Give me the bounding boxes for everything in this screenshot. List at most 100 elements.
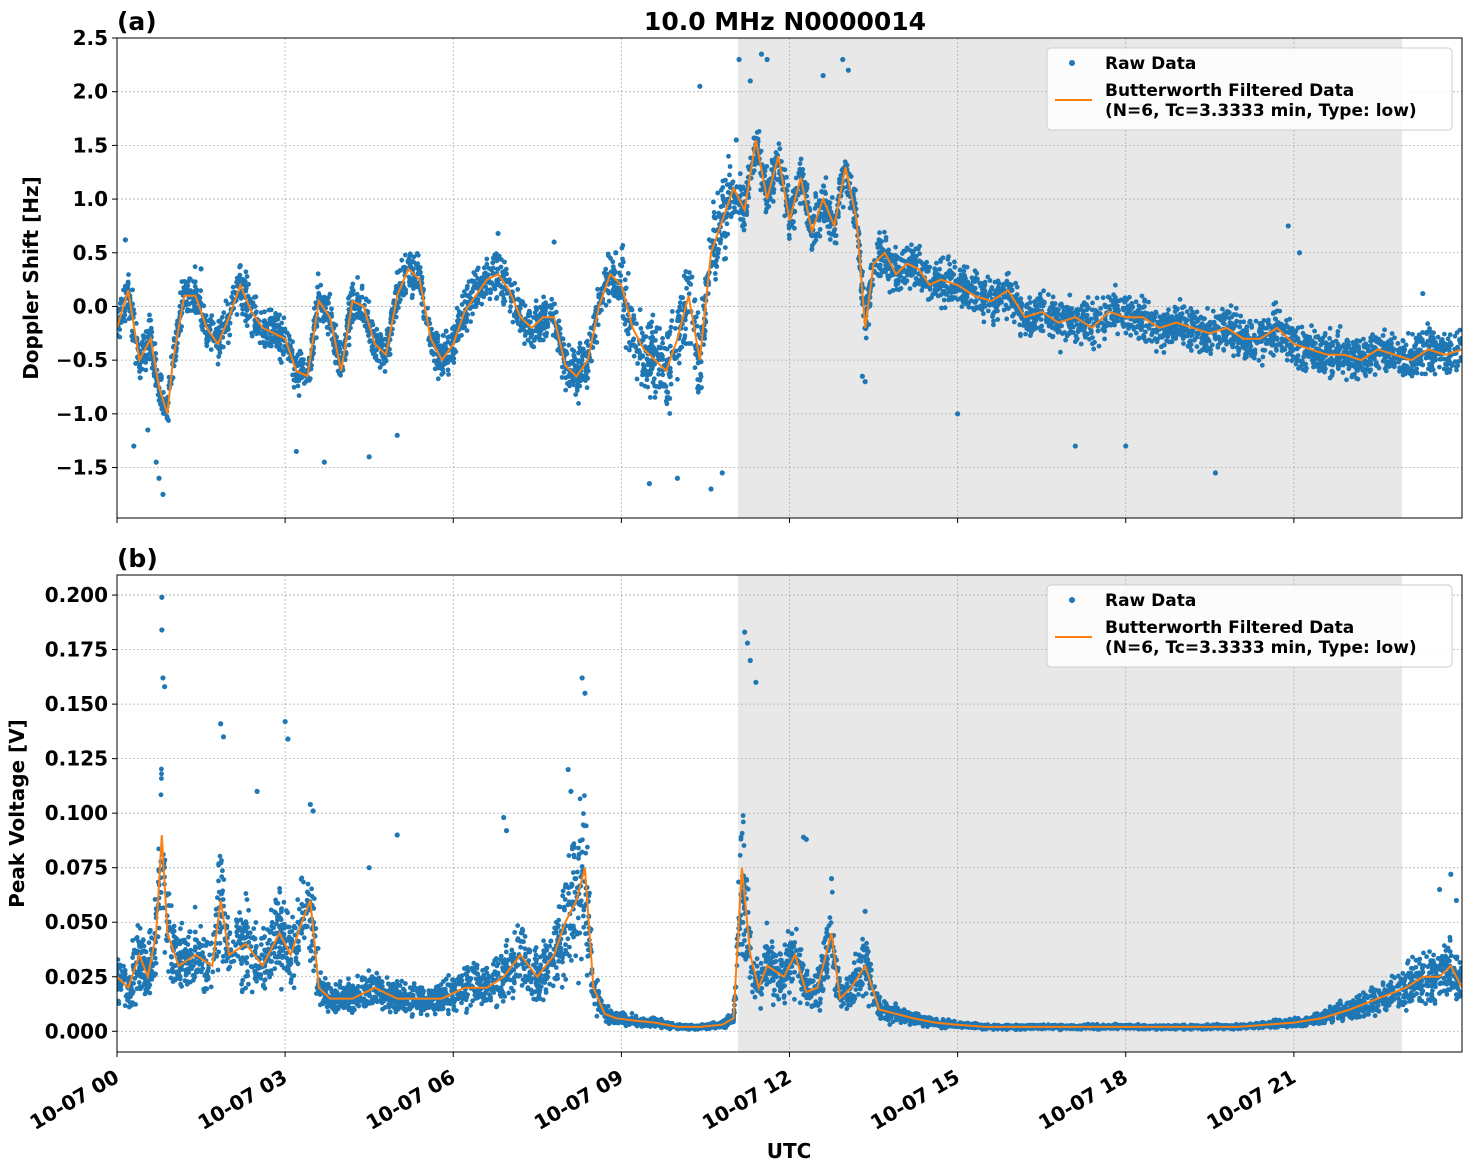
raw-data-point bbox=[1041, 288, 1046, 294]
raw-data-point bbox=[1220, 320, 1226, 326]
raw-data-point bbox=[183, 289, 189, 294]
raw-data-point bbox=[155, 392, 161, 398]
raw-data-point bbox=[515, 287, 521, 292]
raw-data-point bbox=[1050, 302, 1056, 307]
raw-data-point bbox=[1123, 330, 1129, 336]
raw-data-point bbox=[625, 271, 631, 276]
raw-data-point bbox=[997, 297, 1003, 302]
raw-data-point bbox=[1027, 295, 1032, 301]
raw-data-point bbox=[1157, 333, 1163, 339]
raw-data-point bbox=[1069, 306, 1074, 311]
raw-data-point bbox=[692, 314, 698, 320]
raw-data-point bbox=[817, 227, 823, 232]
raw-data-point bbox=[415, 252, 421, 258]
raw-data-point bbox=[243, 269, 249, 275]
raw-data-point bbox=[1368, 343, 1374, 348]
raw-data-point bbox=[832, 226, 838, 232]
raw-data-point bbox=[1225, 331, 1231, 337]
raw-data-point bbox=[1388, 356, 1394, 362]
raw-data-point bbox=[1272, 323, 1277, 328]
raw-data-point bbox=[244, 308, 250, 313]
raw-data-point bbox=[883, 269, 888, 275]
raw-data-point bbox=[451, 350, 457, 356]
raw-data-point bbox=[1427, 326, 1432, 331]
raw-data-point bbox=[797, 161, 803, 167]
raw-data-point bbox=[667, 365, 673, 371]
raw-data-point bbox=[966, 304, 972, 310]
raw-data-point bbox=[675, 376, 680, 382]
raw-data-point bbox=[803, 187, 809, 193]
raw-data-point bbox=[603, 302, 609, 308]
raw-data-point bbox=[1095, 328, 1101, 334]
raw-data-point bbox=[252, 304, 258, 309]
raw-data-point bbox=[237, 277, 243, 282]
raw-data-point bbox=[556, 318, 562, 324]
raw-data-point bbox=[827, 237, 833, 242]
raw-data-point bbox=[693, 351, 698, 357]
raw-data-point bbox=[508, 304, 513, 310]
raw-data-point bbox=[878, 273, 883, 279]
raw-data-point bbox=[1081, 328, 1086, 333]
raw-data-point bbox=[1205, 306, 1210, 311]
raw-data-point bbox=[1400, 338, 1406, 343]
raw-data-point bbox=[198, 300, 204, 306]
raw-data-point bbox=[1423, 371, 1428, 377]
raw-data-point bbox=[811, 240, 817, 246]
raw-data-point bbox=[769, 167, 774, 173]
raw-data-point bbox=[1011, 311, 1017, 317]
raw-data-point bbox=[1361, 367, 1367, 372]
raw-data-point bbox=[630, 337, 636, 343]
raw-data-point bbox=[1234, 312, 1239, 318]
raw-data-point bbox=[660, 336, 665, 341]
raw-data-point bbox=[1417, 335, 1423, 341]
raw-data-point bbox=[208, 316, 213, 322]
raw-data-point bbox=[1351, 342, 1356, 348]
raw-data-point bbox=[1210, 308, 1216, 314]
raw-data-point bbox=[792, 208, 797, 214]
raw-data-point bbox=[1289, 326, 1295, 331]
raw-data-point bbox=[1277, 308, 1283, 314]
raw-data-point bbox=[560, 336, 566, 342]
raw-data-point bbox=[1300, 330, 1306, 336]
raw-data-point bbox=[1091, 346, 1097, 352]
raw-data-point bbox=[1018, 333, 1023, 339]
raw-data-point bbox=[721, 256, 727, 262]
raw-data-point bbox=[519, 301, 525, 307]
raw-data-point bbox=[214, 332, 220, 338]
raw-data-point bbox=[1154, 349, 1159, 354]
raw-data-point bbox=[634, 376, 640, 382]
raw-data-point bbox=[702, 336, 708, 341]
raw-data-point bbox=[947, 261, 953, 267]
raw-data-point bbox=[299, 363, 305, 369]
raw-data-point bbox=[1336, 345, 1342, 351]
raw-data-point bbox=[382, 369, 388, 374]
raw-data-point bbox=[585, 338, 590, 344]
raw-data-point bbox=[507, 308, 513, 314]
raw-data-point bbox=[1346, 361, 1352, 366]
raw-data-point bbox=[1237, 346, 1242, 352]
raw-data-point bbox=[353, 304, 359, 309]
raw-data-point bbox=[1133, 330, 1139, 336]
raw-data-point bbox=[1289, 358, 1295, 364]
raw-data-point bbox=[125, 281, 131, 287]
raw-data-point bbox=[1059, 323, 1064, 329]
raw-data-point bbox=[628, 343, 634, 349]
raw-data-point bbox=[952, 264, 958, 270]
raw-data-point bbox=[1327, 325, 1333, 331]
raw-data-point bbox=[605, 251, 611, 257]
raw-data-point bbox=[1238, 313, 1244, 319]
raw-data-point bbox=[279, 360, 284, 365]
raw-data-point bbox=[1361, 336, 1366, 342]
raw-data-point bbox=[1215, 342, 1221, 348]
raw-data-point bbox=[468, 319, 473, 324]
raw-data-point bbox=[979, 303, 985, 309]
raw-data-point bbox=[308, 366, 314, 372]
raw-data-point bbox=[1088, 316, 1094, 322]
raw-data-point bbox=[1322, 331, 1328, 336]
raw-data-point bbox=[653, 389, 658, 395]
raw-data-point bbox=[1093, 307, 1098, 313]
raw-data-point bbox=[379, 338, 385, 343]
raw-data-point bbox=[1300, 367, 1306, 372]
raw-data-point bbox=[995, 308, 1000, 314]
raw-data-point bbox=[234, 312, 240, 317]
